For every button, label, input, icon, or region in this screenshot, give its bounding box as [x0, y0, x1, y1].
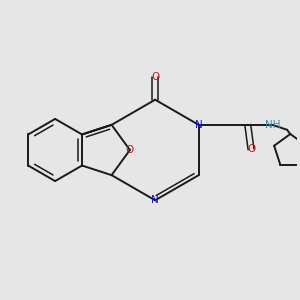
Text: N: N	[151, 195, 159, 205]
Text: O: O	[126, 145, 134, 155]
Text: O: O	[247, 144, 255, 154]
Text: N: N	[195, 120, 203, 130]
Text: NH: NH	[265, 120, 280, 130]
Text: O: O	[151, 72, 159, 82]
